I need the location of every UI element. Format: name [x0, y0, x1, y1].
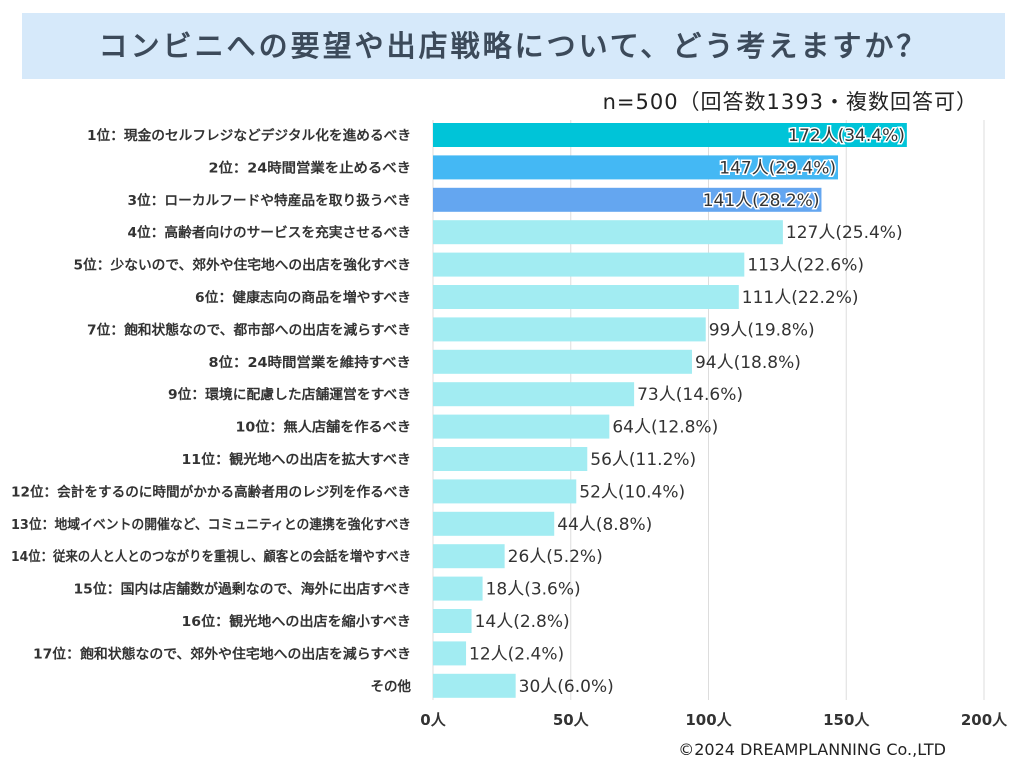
- value-label: 141人(28.2%): [703, 191, 820, 211]
- value-label: 94人(18.8%): [695, 353, 801, 373]
- category-label: 8位：24時間営業を維持すべき: [209, 354, 412, 371]
- sample-note: n=500（回答数1393・複数回答可）: [602, 90, 978, 114]
- value-label: 147人(29.4%): [719, 158, 836, 178]
- chart-title: コンビニへの要望や出店戦略について、どう考えますか？: [98, 29, 929, 63]
- grid-lines: [432, 120, 985, 700]
- category-label: 17位：飽和状態なので、郊外や住宅地への出店を減らすべき: [33, 645, 411, 662]
- value-label: 30人(6.0%): [519, 677, 614, 697]
- value-label: 113人(22.6%): [747, 256, 864, 276]
- bars: [433, 123, 907, 698]
- value-label: 44人(8.8%): [557, 515, 652, 535]
- bar: [433, 414, 610, 439]
- value-labels: 172人(34.4%) 147人(29.4%) 141人(28.2%) 127人(25…: [469, 125, 906, 697]
- bar: [433, 349, 692, 374]
- bar: [433, 576, 483, 601]
- bar: [433, 123, 907, 147]
- bar: [433, 511, 555, 536]
- category-label: 3位：ローカルフードや特産品を取り扱うべき: [128, 192, 412, 209]
- category-label: 4位：高齢者向けのサービスを充実させるべき: [128, 224, 412, 241]
- category-label: 15位：国内は店舗数が過剰なので、海外に出店すべき: [74, 581, 412, 598]
- bar: [433, 252, 745, 277]
- bar: [433, 609, 472, 633]
- bar: [433, 673, 516, 698]
- category-label: 13位：地域イベントの開催など、コミュニティとの連携を強化すべき: [11, 516, 411, 533]
- value-label: 14人(2.8%): [475, 612, 570, 632]
- category-label: 7位：飽和状態なので、都市部への出店を減らすべき: [87, 321, 411, 338]
- category-label: 11位：観光地への出店を拡大すべき: [182, 451, 412, 468]
- category-label: 10位：無人店舗を作るべき: [236, 419, 412, 436]
- bar: [433, 544, 505, 569]
- bar: [433, 641, 467, 666]
- category-label: 1位：現金のセルフレジなどデジタル化を進めるべき: [87, 127, 411, 144]
- category-label: 2位：24時間営業を止めるべき: [209, 159, 412, 176]
- bar: [433, 155, 838, 180]
- x-tick-label: 0人: [420, 711, 446, 729]
- x-tick-label: 50人: [553, 711, 590, 729]
- value-label: 64人(12.8%): [612, 418, 718, 438]
- category-label: 9位：環境に配慮した店舗運営をすべき: [168, 386, 411, 403]
- category-label: 5位：少ないので、郊外や住宅地への出店を強化すべき: [74, 257, 412, 274]
- value-label: 12人(2.4%): [469, 644, 564, 664]
- x-tick-label: 100人: [685, 711, 732, 729]
- category-label: 14位：従来の人と人とのつながりを重視し、顧客との会話を増やすべき: [11, 548, 411, 565]
- title-banner: [22, 13, 1005, 79]
- value-label: 56人(11.2%): [590, 450, 696, 470]
- value-label: 99人(19.8%): [709, 320, 815, 340]
- category-label: 12位：会計をするのに時間がかかる高齢者用のレジ列を作るべき: [11, 483, 411, 500]
- bar: [433, 187, 822, 212]
- category-label: 16位：観光地への出店を縮小すべき: [182, 613, 412, 630]
- value-label: 73人(14.6%): [637, 385, 743, 405]
- bar: [433, 317, 706, 342]
- value-label: 111人(22.2%): [742, 288, 859, 308]
- x-tick-label: 150人: [823, 711, 870, 729]
- bar: [433, 285, 739, 309]
- value-label: 172人(34.4%): [788, 126, 905, 146]
- bar: [433, 479, 577, 504]
- bar: [433, 447, 588, 471]
- category-label: 6位：健康志向の商品を増やすべき: [195, 289, 411, 306]
- value-label: 26人(5.2%): [508, 547, 603, 567]
- x-axis-ticks: 0人 50人 100人 150人 200人: [420, 711, 1008, 729]
- bar: [433, 220, 783, 245]
- value-label: 18人(3.6%): [486, 580, 581, 600]
- value-label: 52人(10.4%): [579, 482, 685, 502]
- category-label: その他: [371, 678, 412, 695]
- copyright: ©2024 DREAMPLANNING Co.,LTD: [678, 740, 946, 759]
- x-tick-label: 200人: [961, 711, 1008, 729]
- value-label: 127人(25.4%): [786, 223, 903, 243]
- bar: [433, 382, 635, 407]
- category-labels: 1位：現金のセルフレジなどデジタル化を進めるべき 2位：24時間営業を止めるべき 3…: [11, 127, 411, 695]
